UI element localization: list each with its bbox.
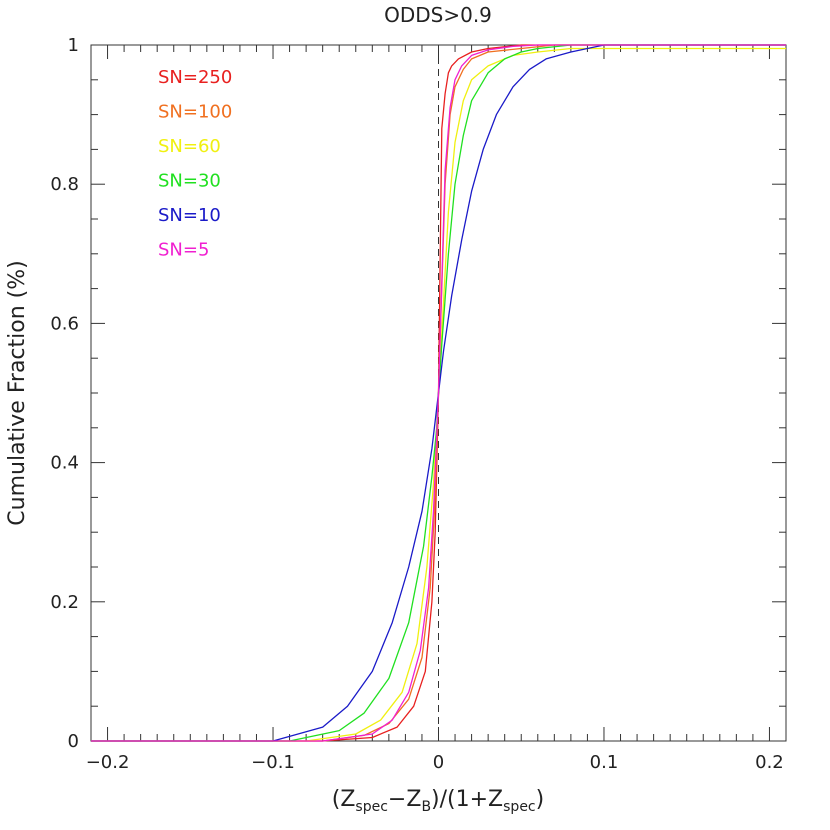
legend-entry: SN=60 xyxy=(158,136,221,157)
legend-entry: SN=10 xyxy=(158,205,221,226)
y-tick-label: 0.6 xyxy=(50,313,79,334)
x-tick-label: 0 xyxy=(433,752,444,773)
x-axis-tick-labels: −0.2 −0.1 0 0.1 0.2 xyxy=(86,752,784,773)
y-tick-label: 1 xyxy=(68,35,79,56)
legend-entry: SN=250 xyxy=(158,67,232,88)
x-tick-label: 0.1 xyxy=(590,752,619,773)
x-axis-ticks xyxy=(90,45,787,741)
y-axis-tick-labels: 0 0.2 0.4 0.6 0.8 1 xyxy=(50,35,79,752)
legend: SN=250 SN=100 SN=60 SN=30 SN=10 SN=5 xyxy=(158,67,232,261)
legend-entry: SN=30 xyxy=(158,171,221,192)
x-axis-label: (Zspec−ZB)/(1+Zspec) xyxy=(332,787,544,815)
x-tick-label: 0.2 xyxy=(755,752,784,773)
series-line-sn-30 xyxy=(91,44,786,742)
legend-entry: SN=5 xyxy=(158,240,209,261)
series-line-sn-10 xyxy=(91,44,786,742)
legend-entry: SN=100 xyxy=(158,102,232,123)
series-line-sn-250 xyxy=(91,44,786,742)
y-tick-label: 0.2 xyxy=(50,592,79,613)
y-tick-label: 0.8 xyxy=(50,174,79,195)
y-axis-label: Cumulative Fraction (%) xyxy=(5,260,30,525)
x-tick-label: −0.1 xyxy=(251,752,295,773)
series-lines xyxy=(91,44,786,742)
y-tick-label: 0.4 xyxy=(50,453,79,474)
y-tick-label: 0 xyxy=(68,731,79,752)
chart-title: ODDS>0.9 xyxy=(384,3,492,27)
x-tick-label: −0.2 xyxy=(86,752,130,773)
series-line-sn-5 xyxy=(91,44,786,742)
